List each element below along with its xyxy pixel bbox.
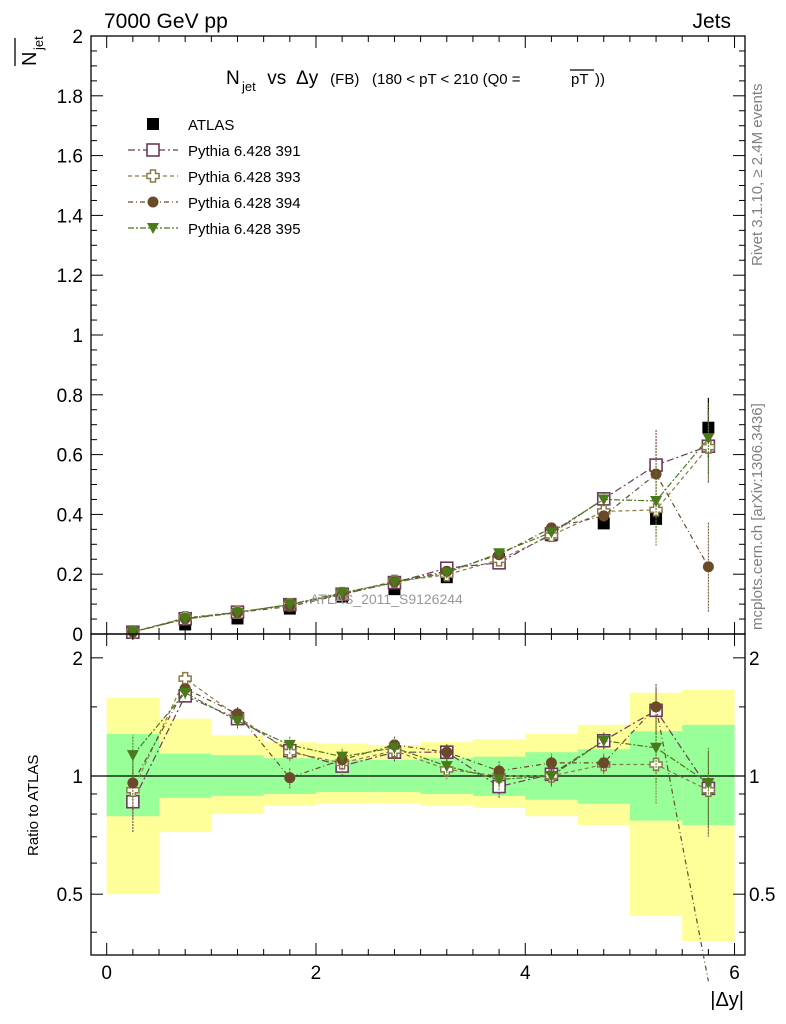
y-tick-label: 1.8	[57, 87, 83, 108]
series-point-3	[597, 494, 610, 506]
series-point-3	[283, 599, 296, 611]
title-n: N	[226, 68, 240, 89]
ratio-point-3	[179, 687, 192, 699]
y-tick-label: 1	[72, 326, 83, 347]
series-point-3	[650, 495, 663, 507]
series-point-3	[702, 433, 715, 445]
ratio-point-3	[440, 761, 453, 773]
title-range: (180 < pT < 210 (Q0 =	[372, 71, 521, 88]
ratio-point-3	[231, 716, 244, 728]
title-vs: vs	[262, 68, 292, 89]
ratio-point-3	[336, 751, 349, 763]
y-tick-label: 0.8	[57, 386, 83, 407]
ratio-line-2	[132, 687, 709, 982]
legend-marker-2	[147, 196, 159, 208]
series-point-2	[650, 468, 662, 480]
ratio-point-3	[283, 739, 296, 751]
chart-title: N jet vs Δy (FB) (180 < pT < 210 (Q0 = p…	[226, 68, 605, 94]
x-tick-label: 4	[520, 963, 531, 984]
ratio-point-2	[598, 757, 610, 769]
ratio-plot-panel: 0 2 4 6 0.5 0.5 1 1 2 2	[57, 633, 775, 984]
y-tick-label: 0.2	[57, 565, 83, 586]
y-tick-label: 2	[72, 27, 83, 48]
ratio-frame	[90, 633, 746, 956]
ratio-point-2	[650, 701, 662, 713]
series-point-1	[701, 440, 716, 454]
legend-label-394: Pythia 6.428 394	[188, 195, 301, 212]
legend-atlas-marker	[147, 118, 159, 130]
ratio-point-3	[493, 774, 506, 786]
title-fb: (FB)	[326, 71, 364, 88]
x-tick-label: 2	[311, 963, 322, 984]
series-point-2	[598, 510, 610, 522]
legend: ATLAS Pythia 6.428 391 Pythia 6.428 393 …	[128, 117, 301, 238]
ratio-point-2	[284, 772, 296, 784]
y-axis-label: N jet	[14, 36, 46, 66]
ratio-tick-label-right: 1	[749, 767, 760, 788]
ratio-tick-label: 2	[72, 649, 83, 670]
ratio-y-axis-label: Ratio to ATLAS	[25, 755, 42, 856]
ratio-point-3	[545, 771, 558, 783]
y-tick-label: 0	[72, 625, 83, 646]
series-point-3	[388, 577, 401, 589]
series-point-3	[336, 587, 349, 599]
ratio-point-2	[441, 746, 453, 758]
y-axis-label-sub: jet	[31, 36, 46, 51]
title-close: ))	[595, 71, 605, 88]
rivet-text: Rivet 3.1.10, ≥ 2.4M events	[749, 84, 766, 267]
ratio-line-0	[132, 695, 709, 802]
watermark: ATLAS_2011_S9126244	[310, 591, 463, 607]
legend-label-391: Pythia 6.428 391	[188, 143, 301, 160]
header-right: Jets	[692, 10, 731, 33]
series-point-3	[126, 626, 139, 638]
legend-marker-3	[147, 223, 159, 234]
x-tick-label: 6	[729, 963, 740, 984]
main-plot-panel: 0 0.2 0.4 0.6 0.8 1 1.2 1.4 1.6 1.8 2	[57, 27, 746, 646]
ratio-tick-label-right: 0.5	[749, 885, 775, 906]
ratio-point-3	[388, 742, 401, 754]
y-tick-label: 1.2	[57, 266, 83, 287]
series-line-3	[132, 437, 709, 633]
mcplots-text: mcplots.cern.ch [arXiv:1306.3436]	[749, 403, 766, 630]
ratio-tick-label-right: 2	[749, 649, 760, 670]
legend-label-393: Pythia 6.428 393	[188, 169, 301, 186]
header-left: 7000 GeV pp	[104, 10, 228, 33]
series-point-3	[440, 567, 453, 579]
ratio-line-3	[132, 691, 709, 784]
legend-marker-1	[146, 169, 160, 183]
y-tick-label: 1.6	[57, 147, 83, 168]
ratio-point-3	[597, 735, 610, 747]
ratio-point-3	[650, 742, 663, 754]
series-line-2	[132, 473, 709, 633]
ratio-point-2	[545, 757, 557, 769]
y-tick-label: 0.6	[57, 446, 83, 467]
x-axis-label: |Δy|	[710, 989, 744, 1011]
y-tick-label: 1.4	[57, 206, 84, 227]
series-line-0	[132, 445, 709, 633]
series-point-3	[231, 607, 244, 619]
title-ptbar: pT	[571, 71, 589, 88]
x-tick-label: 0	[101, 963, 112, 984]
ratio-point-3	[126, 750, 139, 762]
ratio-point-2	[127, 777, 139, 789]
y-tick-label: 0.4	[57, 505, 84, 526]
title-n-sub: jet	[241, 79, 256, 94]
legend-atlas-label: ATLAS	[188, 117, 234, 134]
ratio-point-1	[178, 671, 192, 686]
ratio-point-3	[702, 777, 715, 789]
ratio-tick-label: 1	[72, 767, 83, 788]
ratio-tick-label: 0.5	[57, 885, 83, 906]
series-point-2	[702, 561, 714, 573]
series-point-3	[493, 548, 506, 560]
y-axis-label-main: N	[19, 52, 41, 66]
legend-marker-0	[146, 143, 160, 157]
series-point-3	[179, 614, 192, 626]
title-delta: Δy	[296, 68, 319, 89]
series-point-3	[545, 527, 558, 539]
legend-label-395: Pythia 6.428 395	[188, 221, 301, 238]
